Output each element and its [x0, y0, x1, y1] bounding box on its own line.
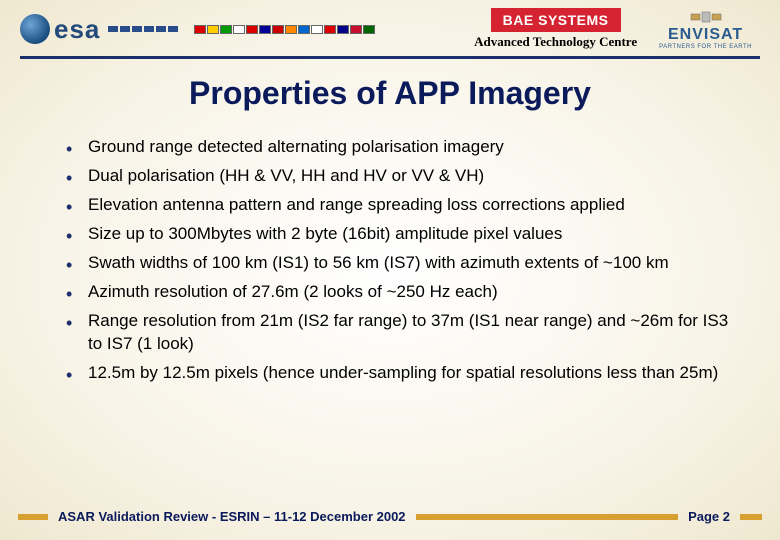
- flag-icon: [220, 25, 232, 34]
- flag-icon: [337, 25, 349, 34]
- envisat-logo: ENVISAT PARTNERS FOR THE EARTH: [659, 8, 752, 50]
- flag-strip: [194, 25, 375, 34]
- bullet-item: Azimuth resolution of 27.6m (2 looks of …: [60, 281, 730, 304]
- bullet-list: Ground range detected alternating polari…: [60, 136, 730, 384]
- slide-title: Properties of APP Imagery: [0, 75, 780, 112]
- envisat-tagline: PARTNERS FOR THE EARTH: [659, 44, 752, 50]
- flag-icon: [272, 25, 284, 34]
- flag-icon: [324, 25, 336, 34]
- satellite-icon: [689, 8, 723, 26]
- flag-icon: [259, 25, 271, 34]
- esa-text: esa: [54, 14, 100, 45]
- bae-logo: BAE SYSTEMS: [491, 8, 621, 32]
- footer-text: ASAR Validation Review - ESRIN – 11-12 D…: [58, 509, 406, 524]
- flag-icon: [246, 25, 258, 34]
- flag-icon: [194, 25, 206, 34]
- flag-icon: [363, 25, 375, 34]
- footer-accent-right: [740, 514, 762, 520]
- header-divider: [20, 56, 760, 59]
- page-label: Page: [688, 509, 719, 524]
- bullet-item: Range resolution from 21m (IS2 far range…: [60, 310, 730, 356]
- esa-dashes: [108, 26, 178, 32]
- bullet-item: 12.5m by 12.5m pixels (hence under-sampl…: [60, 362, 730, 385]
- footer-page: Page 2: [688, 509, 730, 524]
- flag-icon: [285, 25, 297, 34]
- bae-block: BAE SYSTEMS Advanced Technology Centre: [474, 8, 637, 50]
- page-number: 2: [723, 509, 730, 524]
- header: esa BAE SYSTEMS Advanced Technology Cent…: [0, 0, 780, 56]
- footer-accent-left: [18, 514, 48, 520]
- flag-icon: [311, 25, 323, 34]
- flag-icon: [233, 25, 245, 34]
- bullet-item: Dual polarisation (HH & VV, HH and HV or…: [60, 165, 730, 188]
- footer: ASAR Validation Review - ESRIN – 11-12 D…: [0, 509, 780, 524]
- flag-icon: [207, 25, 219, 34]
- content-area: Ground range detected alternating polari…: [0, 136, 780, 384]
- flag-icon: [350, 25, 362, 34]
- bullet-item: Elevation antenna pattern and range spre…: [60, 194, 730, 217]
- envisat-text: ENVISAT: [668, 26, 743, 44]
- esa-logo: esa: [20, 14, 178, 45]
- footer-accent-mid: [416, 514, 679, 520]
- flag-icon: [298, 25, 310, 34]
- bullet-item: Size up to 300Mbytes with 2 byte (16bit)…: [60, 223, 730, 246]
- bullet-item: Ground range detected alternating polari…: [60, 136, 730, 159]
- esa-globe-icon: [20, 14, 50, 44]
- bae-subtitle: Advanced Technology Centre: [474, 34, 637, 50]
- bullet-item: Swath widths of 100 km (IS1) to 56 km (I…: [60, 252, 730, 275]
